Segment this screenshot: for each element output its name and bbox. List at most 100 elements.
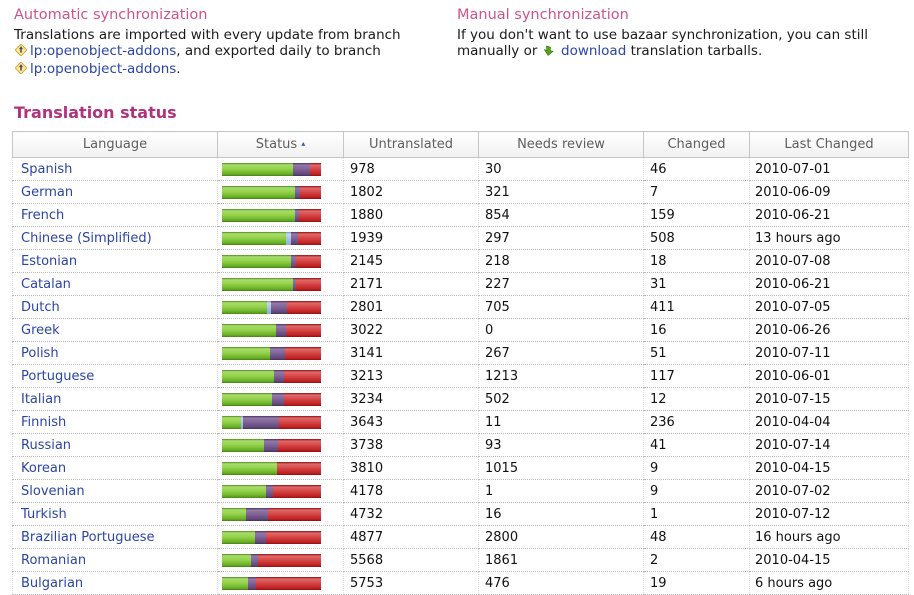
table-row: Bulgarian 5753 476 19 6 hours ago xyxy=(12,571,909,595)
language-link[interactable]: Spanish xyxy=(21,162,73,177)
branch-link-import[interactable]: lp:openobject-addons xyxy=(30,43,177,59)
table-row: Romanian 5568 1861 2 2010-04-15 xyxy=(12,548,909,572)
status-cell xyxy=(217,272,344,296)
untranslated-cell: 3213 xyxy=(343,364,479,388)
column-header-changed[interactable]: Changed xyxy=(643,131,750,158)
table-row: Chinese (Simplified) 1939 297 508 13 hours a… xyxy=(12,226,909,250)
changed-cell: 1 xyxy=(643,502,750,526)
bar-segment-changed xyxy=(295,185,301,199)
last-changed-cell: 2010-07-05 xyxy=(749,295,909,319)
status-bar xyxy=(222,300,321,314)
untranslated-cell: 5568 xyxy=(343,548,479,572)
bar-segment-changed xyxy=(265,484,274,498)
status-cell xyxy=(217,571,344,595)
language-link[interactable]: French xyxy=(21,208,65,223)
language-link[interactable]: Polish xyxy=(21,346,59,361)
language-cell: Finnish xyxy=(12,410,218,434)
bar-segment-untranslated xyxy=(300,185,321,199)
last-changed-cell: 2010-04-15 xyxy=(749,456,909,480)
status-cell xyxy=(217,548,344,572)
language-link[interactable]: Romanian xyxy=(21,553,87,568)
bar-segment-needs-review xyxy=(240,415,243,429)
column-header-untranslated[interactable]: Untranslated xyxy=(343,131,479,158)
last-changed-cell: 2010-04-15 xyxy=(749,548,909,572)
language-link[interactable]: Russian xyxy=(21,438,72,453)
language-link[interactable]: Korean xyxy=(21,461,67,476)
branch-icon xyxy=(14,43,28,61)
bar-segment-translated xyxy=(222,576,248,590)
untranslated-cell: 978 xyxy=(343,157,479,181)
status-cell xyxy=(217,249,344,273)
branch-link-export[interactable]: lp:openobject-addons xyxy=(30,61,177,77)
last-changed-cell: 2010-07-01 xyxy=(749,157,909,181)
language-link[interactable]: Finnish xyxy=(21,415,67,430)
status-cell xyxy=(217,203,344,227)
language-link[interactable]: Dutch xyxy=(21,300,60,315)
auto-sync-heading: Automatic synchronization xyxy=(14,7,208,23)
language-link[interactable]: German xyxy=(21,185,74,200)
language-cell: Brazilian Portuguese xyxy=(12,525,218,549)
auto-sync-text-line2: , and exported daily to branch xyxy=(176,43,381,59)
column-header-status[interactable]: Status ▴ xyxy=(217,131,344,158)
language-link[interactable]: Chinese (Simplified) xyxy=(21,231,152,246)
table-row: Finnish 3643 11 236 2010-04-04 xyxy=(12,410,909,434)
language-link[interactable]: Turkish xyxy=(21,507,67,522)
changed-cell: 236 xyxy=(643,410,750,434)
bar-segment-untranslated xyxy=(299,208,321,222)
language-cell: Korean xyxy=(12,456,218,480)
language-link[interactable]: Italian xyxy=(21,392,62,407)
bar-segment-translated xyxy=(222,162,294,176)
language-cell: Chinese (Simplified) xyxy=(12,226,218,250)
status-cell xyxy=(217,180,344,204)
bar-segment-translated xyxy=(222,254,292,268)
download-icon xyxy=(542,44,555,61)
last-changed-cell: 2010-06-01 xyxy=(749,364,909,388)
language-link[interactable]: Portuguese xyxy=(21,369,95,384)
needs-review-cell: 2800 xyxy=(478,525,644,549)
bar-segment-translated xyxy=(222,553,251,567)
status-cell xyxy=(217,341,344,365)
status-cell xyxy=(217,433,344,457)
last-changed-cell: 2010-07-14 xyxy=(749,433,909,457)
table-row: Italian 3234 502 12 2010-07-15 xyxy=(12,387,909,411)
untranslated-cell: 2801 xyxy=(343,295,479,319)
language-cell: French xyxy=(12,203,218,227)
last-changed-cell: 16 hours ago xyxy=(749,525,909,549)
column-header-language[interactable]: Language xyxy=(12,131,218,158)
status-cell xyxy=(217,525,344,549)
column-header-last-changed[interactable]: Last Changed xyxy=(749,131,909,158)
language-link[interactable]: Brazilian Portuguese xyxy=(21,530,155,545)
column-header-needs-review[interactable]: Needs review xyxy=(478,131,644,158)
status-cell xyxy=(217,456,344,480)
bar-segment-translated xyxy=(222,369,275,383)
status-bar xyxy=(222,231,321,245)
bar-segment-untranslated xyxy=(267,507,321,521)
bar-segment-translated xyxy=(222,346,270,360)
status-bar xyxy=(222,392,321,406)
language-link[interactable]: Slovenian xyxy=(21,484,85,499)
bar-segment-untranslated xyxy=(278,438,321,452)
bar-segment-untranslated xyxy=(273,484,321,498)
last-changed-cell: 2010-07-08 xyxy=(749,249,909,273)
needs-review-cell: 16 xyxy=(478,502,644,526)
status-bar xyxy=(222,576,321,590)
table-header-row: Language Status ▴ Untranslated Needs revi… xyxy=(12,131,909,158)
bar-segment-needs-review xyxy=(286,231,292,245)
language-link[interactable]: Catalan xyxy=(21,277,71,292)
bar-segment-changed xyxy=(293,162,311,176)
status-bar xyxy=(222,369,321,383)
download-link[interactable]: download xyxy=(561,43,627,59)
bar-segment-untranslated xyxy=(310,162,321,176)
changed-cell: 31 xyxy=(643,272,750,296)
untranslated-cell: 1880 xyxy=(343,203,479,227)
translation-status-heading: Translation status xyxy=(14,103,177,122)
changed-cell: 9 xyxy=(643,456,750,480)
bar-segment-translated xyxy=(222,231,287,245)
language-link[interactable]: Bulgarian xyxy=(21,576,84,591)
language-link[interactable]: Estonian xyxy=(21,254,78,269)
language-link[interactable]: Greek xyxy=(21,323,60,338)
bar-segment-untranslated xyxy=(286,323,321,337)
manual-sync-text-after: translation tarballs. xyxy=(630,43,763,59)
needs-review-cell: 1213 xyxy=(478,364,644,388)
status-cell xyxy=(217,226,344,250)
